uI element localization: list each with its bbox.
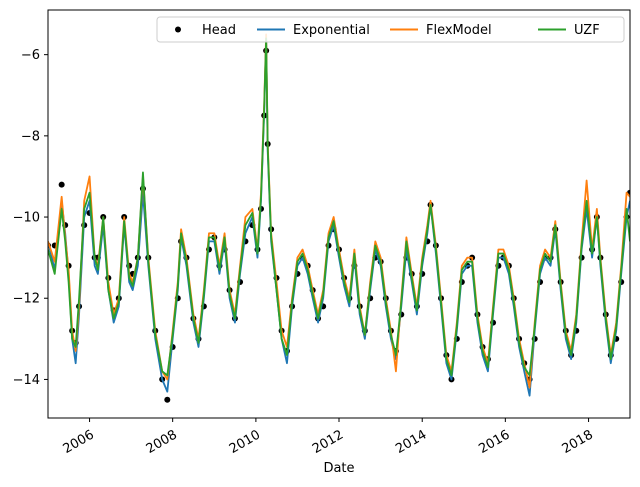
data-point bbox=[58, 181, 65, 188]
data-point bbox=[164, 396, 171, 403]
series-line-uzf bbox=[48, 37, 630, 377]
y-tick-label: −12 bbox=[13, 292, 40, 307]
legend-marker-head bbox=[175, 26, 181, 33]
legend: Head Exponential FlexModel UZF bbox=[156, 16, 625, 43]
legend-label-flexmodel: FlexModel bbox=[426, 23, 492, 38]
y-tick-label: −10 bbox=[13, 211, 40, 226]
legend-label-uzf: UZF bbox=[574, 23, 600, 38]
legend-label-exponential: Exponential bbox=[293, 23, 370, 38]
y-tick-label: −14 bbox=[13, 373, 40, 388]
x-axis-title: Date bbox=[323, 461, 354, 476]
plot-area bbox=[48, 33, 630, 403]
legend-label-head: Head bbox=[202, 23, 236, 38]
y-tick-label: −6 bbox=[21, 48, 40, 63]
y-tick-label: −8 bbox=[21, 129, 40, 144]
